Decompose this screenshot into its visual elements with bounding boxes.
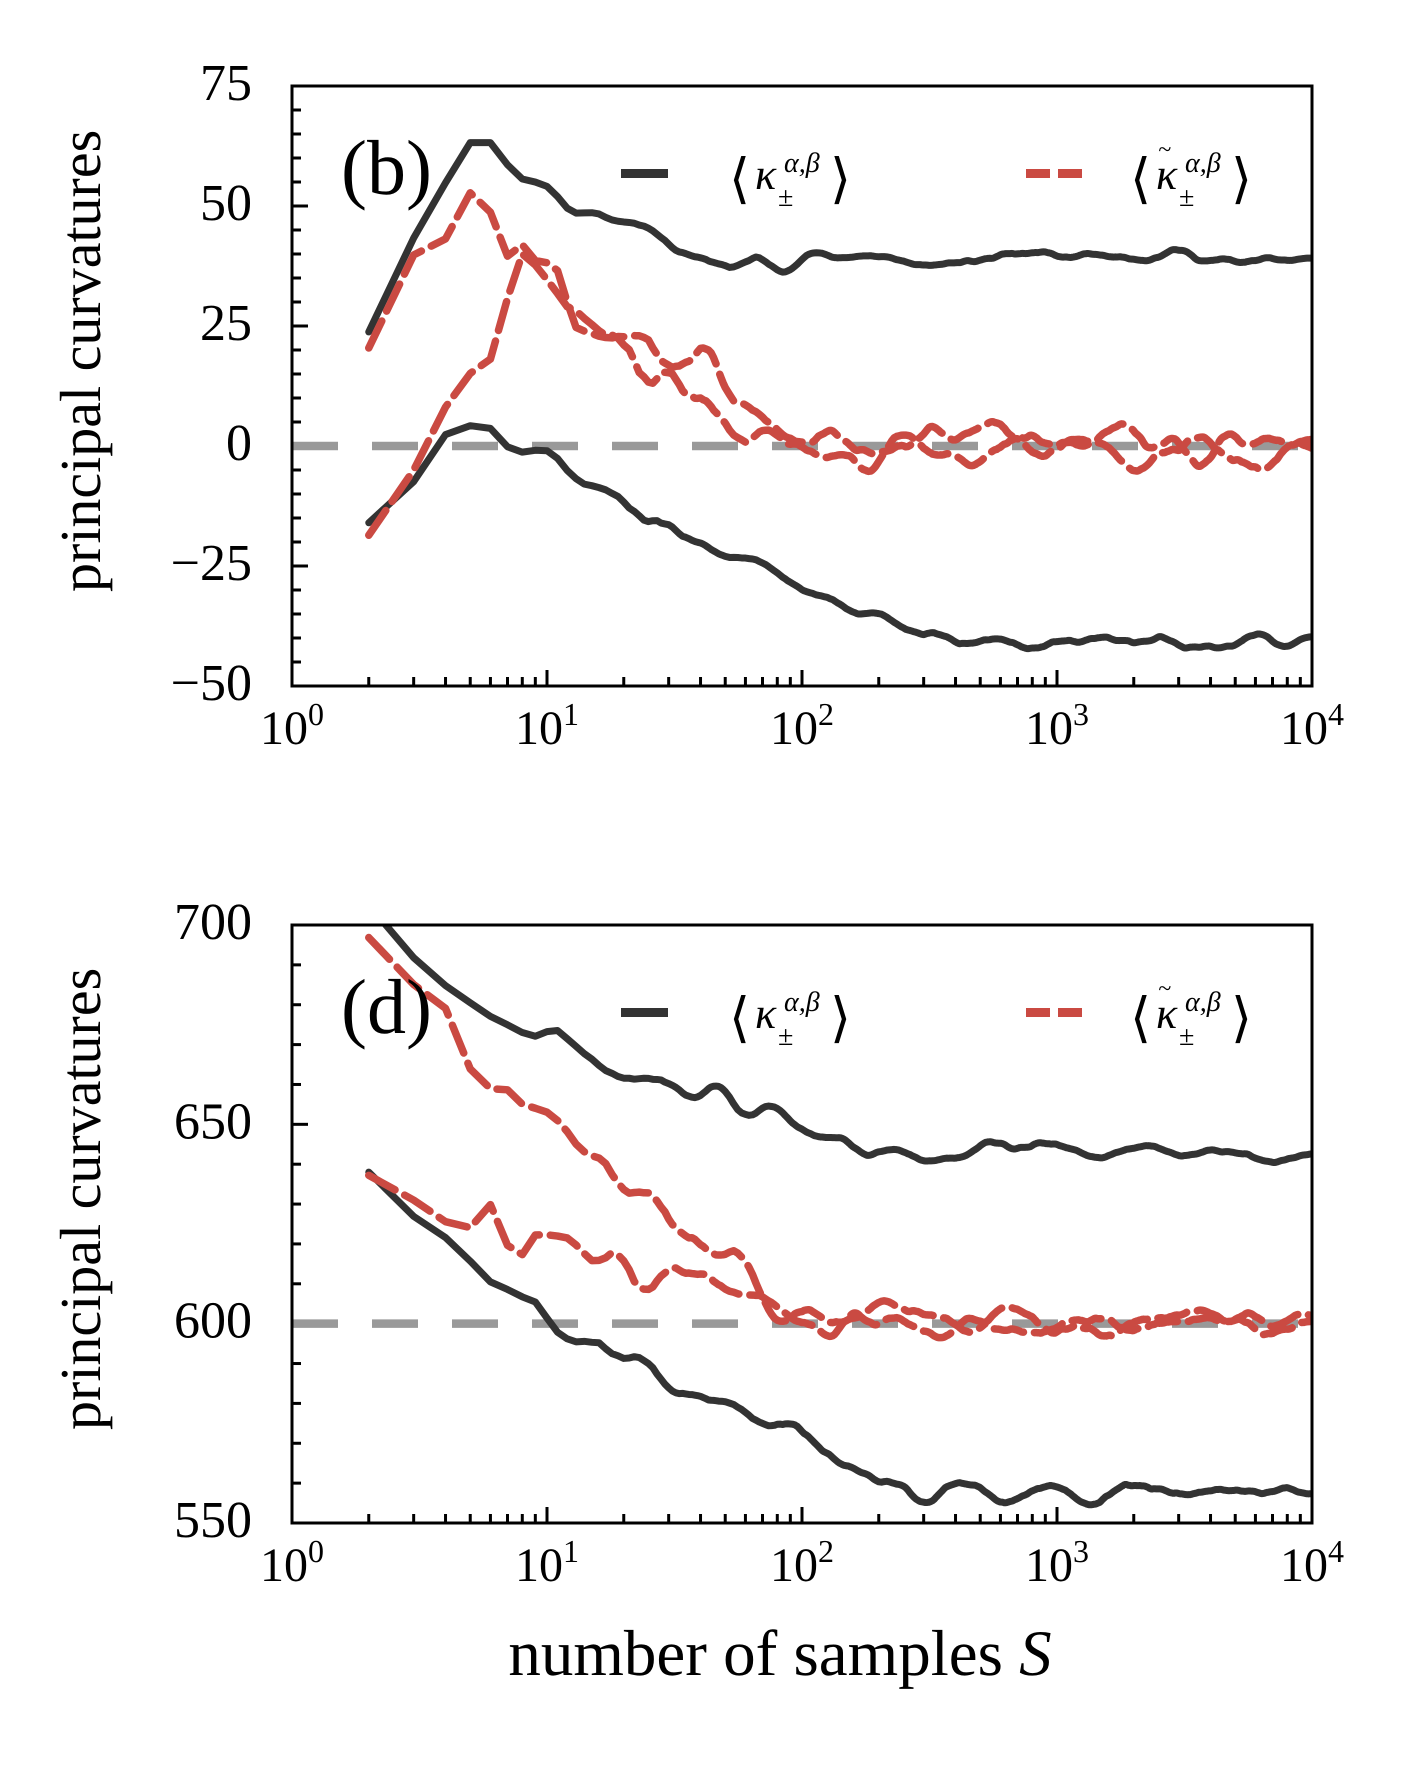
svg-text:(b): (b) <box>341 124 432 211</box>
svg-text:number of samples S: number of samples S <box>508 1618 1051 1690</box>
svg-text:κ: κ <box>755 989 777 1038</box>
svg-text:⟨: ⟨ <box>729 988 750 1048</box>
svg-text:α,β: α,β <box>1185 148 1221 179</box>
svg-text:75: 75 <box>200 55 252 112</box>
svg-text:⟩: ⟩ <box>830 988 851 1048</box>
svg-text:κ: κ <box>755 150 777 199</box>
svg-text:650: 650 <box>174 1093 252 1150</box>
svg-text:0: 0 <box>226 415 252 472</box>
svg-text:α,β: α,β <box>784 987 820 1018</box>
svg-text:⟩: ⟩ <box>1231 149 1252 209</box>
svg-text:700: 700 <box>174 894 252 951</box>
svg-text:±: ± <box>778 182 793 213</box>
svg-text:600: 600 <box>174 1293 252 1350</box>
svg-text:κ: κ <box>1156 989 1178 1038</box>
svg-text:−25: −25 <box>171 535 252 592</box>
svg-text:κ: κ <box>1156 150 1178 199</box>
svg-text:(d): (d) <box>341 963 432 1050</box>
svg-text:±: ± <box>1179 182 1194 213</box>
svg-text:α,β: α,β <box>784 148 820 179</box>
svg-text:−50: −50 <box>171 655 252 712</box>
svg-text:principal curvatures: principal curvatures <box>48 130 113 592</box>
svg-text:25: 25 <box>200 295 252 352</box>
svg-text:±: ± <box>1179 1021 1194 1052</box>
svg-text:50: 50 <box>200 175 252 232</box>
svg-text:⟨: ⟨ <box>1130 149 1151 209</box>
svg-text:±: ± <box>778 1021 793 1052</box>
svg-text:⟩: ⟩ <box>830 149 851 209</box>
svg-text:α,β: α,β <box>1185 987 1221 1018</box>
svg-text:⟩: ⟩ <box>1231 988 1252 1048</box>
svg-text:550: 550 <box>174 1492 252 1549</box>
svg-text:⟨: ⟨ <box>729 149 750 209</box>
svg-text:⟨: ⟨ <box>1130 988 1151 1048</box>
svg-text:principal curvatures: principal curvatures <box>48 968 113 1430</box>
